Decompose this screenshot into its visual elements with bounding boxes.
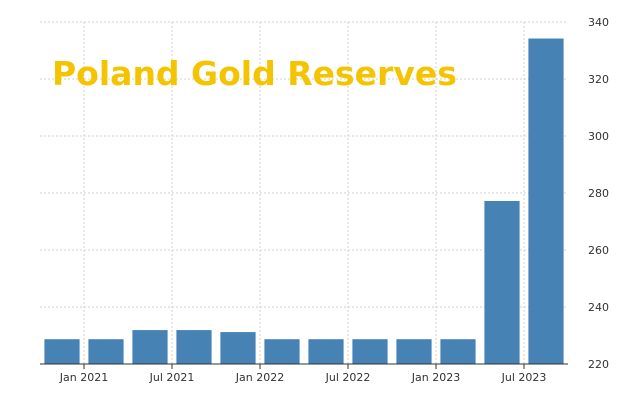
bar (88, 339, 124, 364)
x-tick-label: Jan 2022 (235, 371, 284, 384)
y-tick-label: 320 (588, 73, 609, 86)
x-tick-label: Jul 2023 (501, 371, 547, 384)
bar (176, 330, 212, 364)
bar (44, 339, 80, 364)
y-tick-label: 340 (588, 16, 609, 29)
bar (440, 339, 476, 364)
x-tick-label: Jan 2023 (411, 371, 460, 384)
gridlines (40, 21, 568, 365)
y-tick-label: 220 (588, 358, 609, 371)
bar (308, 339, 344, 364)
bars (44, 38, 564, 364)
bar (396, 339, 432, 364)
y-tick-labels: 220 240 260 280 300 320 340 (588, 16, 609, 371)
y-tick-label: 240 (588, 301, 609, 314)
bar (484, 200, 520, 364)
chart-title: Poland Gold Reserves (52, 54, 457, 93)
bar (264, 339, 300, 364)
bar (132, 330, 168, 364)
y-tick-label: 260 (588, 244, 609, 257)
x-tick-label: Jul 2022 (325, 371, 371, 384)
y-tick-label: 280 (588, 187, 609, 200)
x-tick-labels: Jan 2021 Jul 2021 Jan 2022 Jul 2022 Jan 2023… (59, 371, 547, 384)
bar (220, 332, 256, 364)
x-tick-label: Jul 2021 (149, 371, 195, 384)
bar (352, 339, 388, 364)
axes (40, 363, 568, 369)
x-tick-label: Jan 2021 (59, 371, 108, 384)
y-tick-label: 300 (588, 130, 609, 143)
bar (528, 38, 564, 364)
